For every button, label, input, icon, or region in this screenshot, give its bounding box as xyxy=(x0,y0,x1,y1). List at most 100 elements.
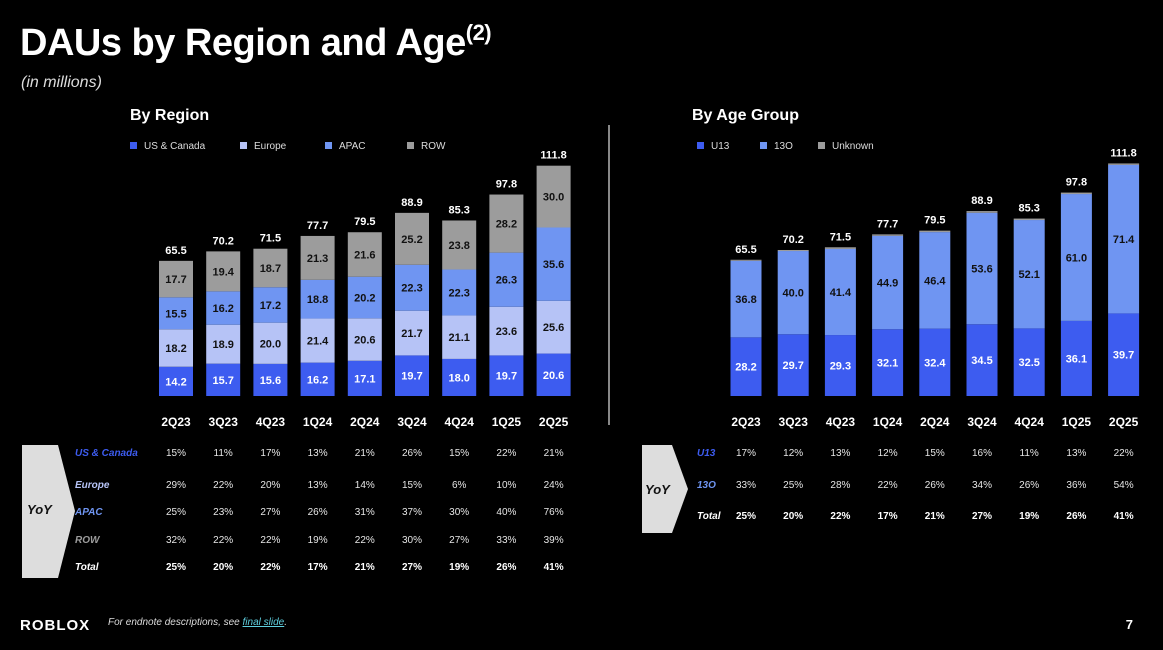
legend-label: Europe xyxy=(254,141,287,152)
yoy-cell: 17% xyxy=(307,562,328,573)
bar-segment xyxy=(730,337,762,396)
yoy-cell: 36% xyxy=(1066,480,1087,491)
yoy-cell: 12% xyxy=(877,448,898,459)
bar-segment-label: 21.6 xyxy=(354,249,375,261)
yoy-cell: 23% xyxy=(213,507,234,518)
bar-segment xyxy=(536,227,571,301)
yoy-cell: 30% xyxy=(449,507,470,518)
bar-segment xyxy=(824,335,856,396)
bar-segment-label: 19.4 xyxy=(212,266,234,278)
yoy-cell: 22% xyxy=(213,480,234,491)
yoy-cell: 11% xyxy=(213,448,233,459)
bar-segment xyxy=(347,232,382,277)
yoy-cell: 24% xyxy=(543,480,564,491)
page-subtitle: (in millions) xyxy=(21,74,102,91)
bar-segment xyxy=(159,297,193,330)
bar-segment xyxy=(966,324,998,396)
yoy-cell: 15% xyxy=(449,448,470,459)
yoy-cell: 28% xyxy=(830,480,851,491)
bar-segment-label: 71.4 xyxy=(1113,234,1135,246)
yoy-cell: 26% xyxy=(307,507,328,518)
bar-total-label: 97.8 xyxy=(1066,177,1087,189)
yoy-cell: 21% xyxy=(354,448,375,459)
bar-segment-label: 61.0 xyxy=(1066,252,1087,264)
bar-total-label: 88.9 xyxy=(401,197,422,209)
bar-segment-label: 22.3 xyxy=(401,283,422,295)
legend-label: 13O xyxy=(774,141,793,152)
yoy-cell: 13% xyxy=(1066,448,1087,459)
yoy-row-label: APAC xyxy=(75,507,103,518)
yoy-cell: 10% xyxy=(496,480,517,491)
bar-segment-label: 21.3 xyxy=(307,253,328,265)
yoy-cell: 37% xyxy=(401,507,423,518)
yoy-cell: 11% xyxy=(1019,448,1039,459)
bar-segment xyxy=(1013,220,1045,329)
bar-segment-label: 29.3 xyxy=(830,361,851,373)
yoy-cell: 22% xyxy=(877,480,898,491)
bar-total-label: 88.9 xyxy=(971,195,992,207)
bar-segment xyxy=(872,234,904,236)
bar-segment-label: 26.3 xyxy=(496,275,517,287)
bar-segment-label: 46.4 xyxy=(924,275,946,287)
yoy-arrow xyxy=(642,445,688,533)
yoy-cell: 26% xyxy=(496,562,517,573)
bar-segment xyxy=(206,324,241,364)
yoy-cell: 25% xyxy=(783,480,804,491)
bar-segment-label: 16.2 xyxy=(212,303,233,315)
yoy-row-label: US & Canada xyxy=(75,448,138,459)
bar-segment-label: 44.9 xyxy=(877,278,898,290)
bar-segment xyxy=(347,360,382,396)
bar-segment xyxy=(253,322,288,364)
bar-segment xyxy=(1108,313,1140,396)
bar-segment-label: 23.8 xyxy=(448,240,469,252)
bar-segment xyxy=(206,363,241,396)
bar-segment xyxy=(919,328,951,396)
yoy-cell: 34% xyxy=(971,480,993,491)
bar-segment xyxy=(489,306,524,356)
legend-swatch xyxy=(407,142,414,149)
bar-segment-label: 20.6 xyxy=(543,370,564,382)
bar-segment-label: 18.7 xyxy=(260,263,281,275)
yoy-arrow xyxy=(22,445,75,578)
legend-swatch xyxy=(760,142,767,149)
yoy-cell: 20% xyxy=(213,562,234,573)
legend-label: Unknown xyxy=(832,141,874,152)
bar-segment-label: 19.7 xyxy=(401,371,422,383)
yoy-cell: 22% xyxy=(354,535,375,546)
bar-segment xyxy=(395,212,429,265)
bar-segment xyxy=(206,251,241,292)
bar-segment xyxy=(730,259,762,261)
bar-segment xyxy=(1013,218,1045,221)
yoy-cell: 19% xyxy=(449,562,470,573)
yoy-cell: 13% xyxy=(307,480,328,491)
page-title: DAUs by Region and Age(2) xyxy=(20,20,492,65)
bar-segment xyxy=(1013,328,1045,396)
bar-segment xyxy=(300,279,335,319)
bar-total-label: 79.5 xyxy=(924,215,945,227)
final-slide-link[interactable]: final slide xyxy=(242,617,285,628)
bar-segment xyxy=(253,363,288,396)
yoy-cell: 22% xyxy=(260,562,281,573)
yoy-cell: 29% xyxy=(165,480,187,491)
bar-segment xyxy=(159,329,193,367)
legend-swatch xyxy=(818,142,825,149)
bar-segment-label: 16.2 xyxy=(307,374,328,386)
bar-segment xyxy=(730,260,762,338)
category-label: 4Q24 xyxy=(445,415,475,429)
bar-segment xyxy=(206,291,241,325)
category-label: 3Q23 xyxy=(209,415,239,429)
bar-segment-label: 41.4 xyxy=(830,287,852,299)
yoy-cell: 25% xyxy=(735,511,757,522)
bar-segment xyxy=(300,318,335,363)
bar-segment-label: 39.7 xyxy=(1113,350,1134,362)
bar-segment xyxy=(489,252,524,307)
title-endnote: (2) xyxy=(465,20,492,45)
bar-segment xyxy=(300,235,335,280)
bar-segment xyxy=(489,355,524,396)
bar-segment-label: 18.9 xyxy=(212,339,233,351)
bar-segment xyxy=(489,194,524,253)
bar-segment-label: 35.6 xyxy=(543,259,564,271)
yoy-cell: 14% xyxy=(354,480,375,491)
bar-segment-label: 32.1 xyxy=(877,358,898,370)
bar-total-label: 79.5 xyxy=(354,216,375,228)
